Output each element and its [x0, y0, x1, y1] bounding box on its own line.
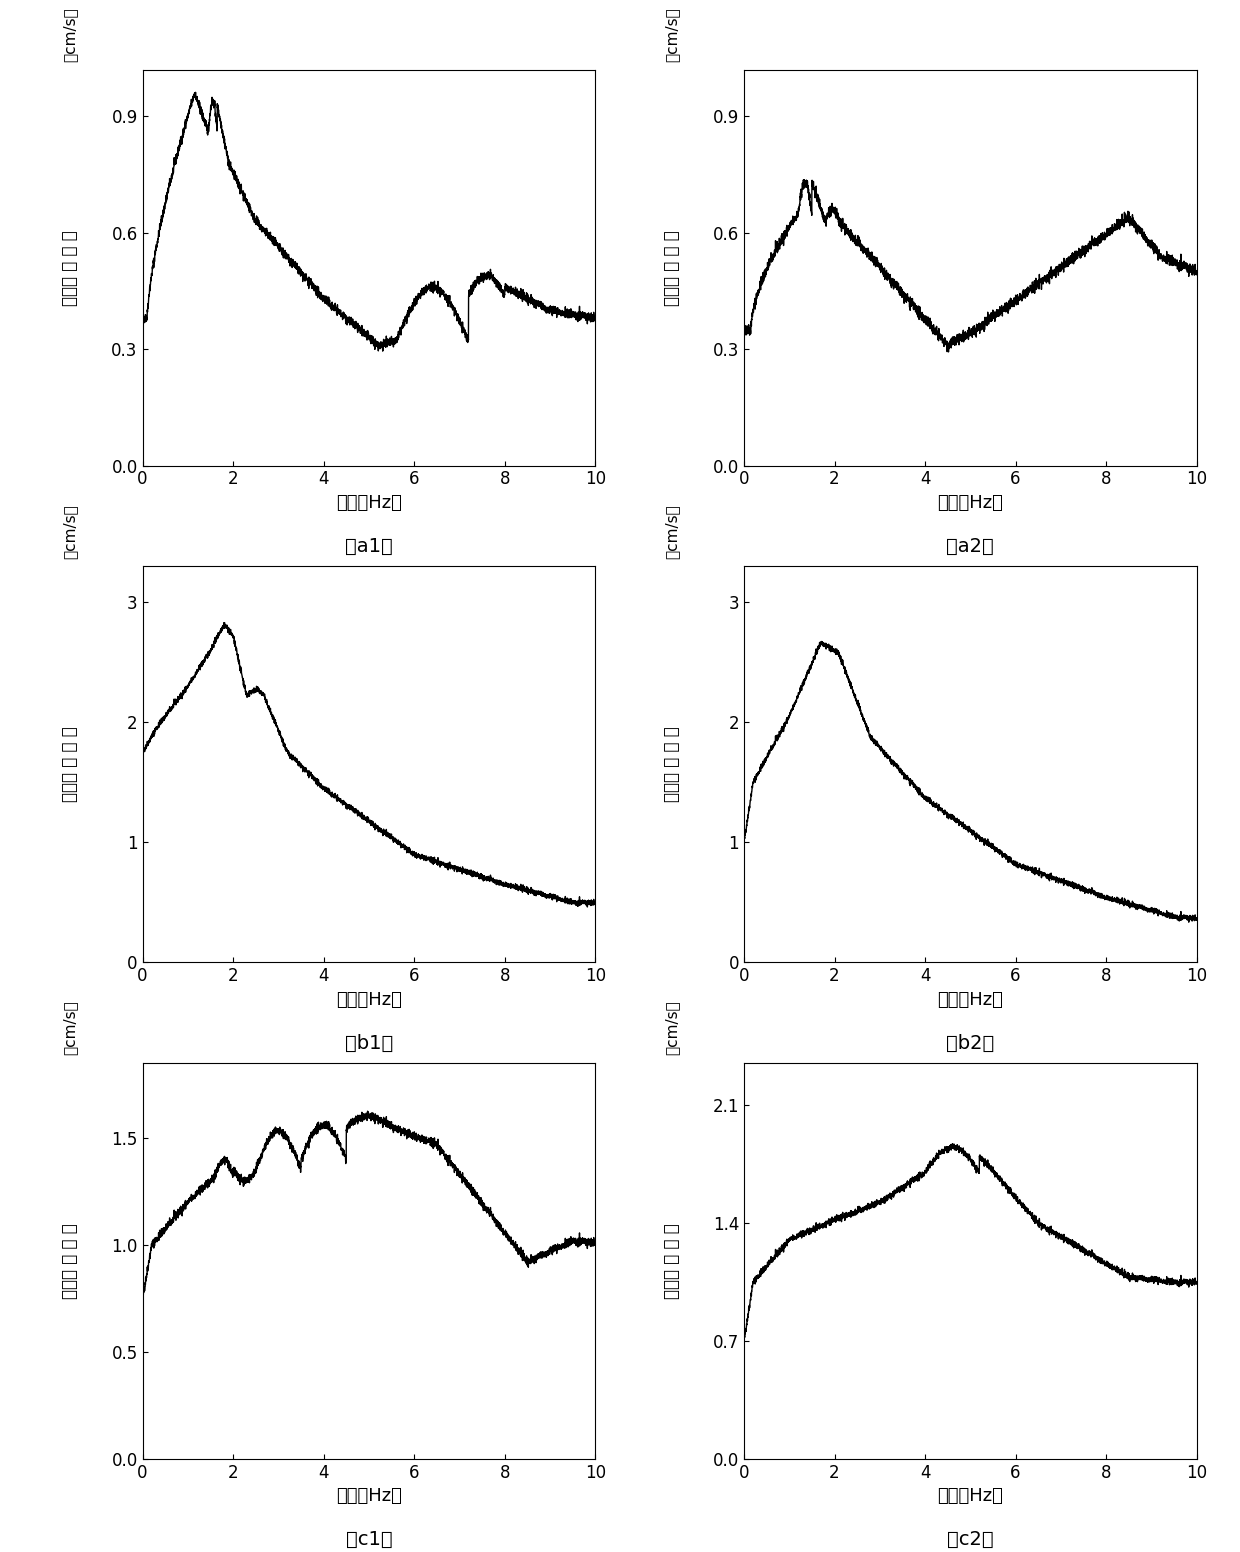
Text: （b2）: （b2） [946, 1034, 994, 1052]
Text: （cm/s）: （cm/s） [665, 1001, 680, 1055]
Text: （c2）: （c2） [947, 1530, 993, 1549]
Text: 加速度 谱 幅 值: 加速度 谱 幅 值 [662, 230, 681, 306]
Text: 加速度 谱 幅 值: 加速度 谱 幅 值 [662, 726, 681, 802]
Text: （cm/s）: （cm/s） [63, 1001, 78, 1055]
X-axis label: 频率（Hz）: 频率（Hz） [937, 494, 1003, 512]
X-axis label: 频率（Hz）: 频率（Hz） [336, 1487, 402, 1505]
Text: 加速度 谱 幅 值: 加速度 谱 幅 值 [662, 1223, 681, 1299]
Text: （a2）: （a2） [946, 537, 994, 556]
Text: （cm/s）: （cm/s） [665, 8, 680, 62]
Text: 加速度 谱 幅 值: 加速度 谱 幅 值 [61, 726, 79, 802]
Text: 加速度 谱 幅 值: 加速度 谱 幅 值 [61, 230, 79, 306]
Text: （c1）: （c1） [346, 1530, 392, 1549]
Text: （a1）: （a1） [345, 537, 393, 556]
X-axis label: 频率（Hz）: 频率（Hz） [336, 494, 402, 512]
Text: （cm/s）: （cm/s） [63, 8, 78, 62]
X-axis label: 频率（Hz）: 频率（Hz） [937, 1487, 1003, 1505]
Text: （cm/s）: （cm/s） [63, 504, 78, 559]
Text: 加速度 谱 幅 值: 加速度 谱 幅 值 [61, 1223, 79, 1299]
X-axis label: 频率（Hz）: 频率（Hz） [336, 990, 402, 1009]
X-axis label: 频率（Hz）: 频率（Hz） [937, 990, 1003, 1009]
Text: （b1）: （b1） [345, 1034, 393, 1052]
Text: （cm/s）: （cm/s） [665, 504, 680, 559]
